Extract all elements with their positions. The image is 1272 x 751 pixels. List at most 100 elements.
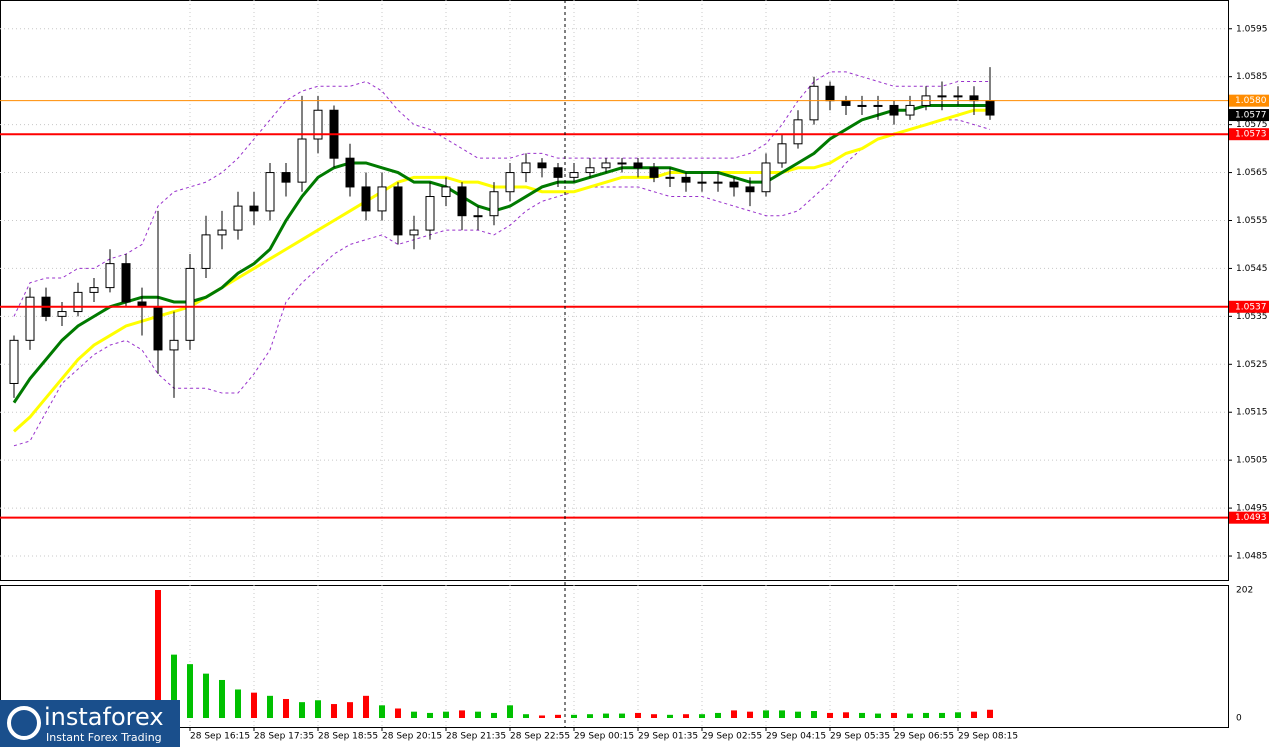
candle-body [265,172,275,212]
x-tick-label: 29 Sep 00:15 [574,732,634,742]
candle-body [377,186,387,212]
candle-body [441,186,451,198]
candle-body [313,109,323,140]
volume-bar [347,702,353,718]
volume-bar [555,714,561,718]
volume-bar [683,714,689,718]
candle-body [361,186,371,212]
y-tick-label: 1.0495 [1236,504,1268,514]
volume-bar [731,710,737,718]
candle-body [617,162,627,165]
indicator-line [13,119,991,447]
candle-body [841,100,851,106]
volume-bar [811,711,817,718]
candle-body [777,143,787,164]
candle-body [57,311,67,317]
x-tick-label: 29 Sep 05:35 [830,732,890,742]
volume-bar [187,664,193,718]
y-tick-label: 1.0505 [1236,456,1268,466]
volume-bar [379,705,385,718]
volume-bar [219,679,225,718]
candle-body [505,172,515,193]
level-tag [1229,511,1269,524]
volume-bar [603,713,609,718]
x-tick-label: 29 Sep 06:55 [894,732,954,742]
volume-bar [795,711,801,718]
candle-body [601,162,611,169]
volume-bar [363,695,369,718]
volume-plot [11,585,993,727]
y-tick-label: 1.0535 [1236,312,1268,322]
volume-bar [507,705,513,718]
y-tick-label: 1.0595 [1236,24,1268,34]
volume-bar [171,654,177,718]
volume-bar [955,712,961,718]
candle-body [857,104,867,107]
candle-body [25,296,35,341]
volume-bar [427,712,433,718]
level-tag [1229,128,1269,141]
candle-body [713,181,723,184]
level-tag [1229,300,1269,313]
level-label: 1.0580 [1235,96,1267,106]
level-label: 1.0573 [1235,130,1267,140]
volume-panel [0,585,1229,728]
volume-bar [475,711,481,718]
candle-body [681,176,691,183]
candle-body [233,205,243,231]
volume-bar [155,590,161,718]
candle-body [729,181,739,188]
volume-bar [571,714,577,718]
volume-bar [891,712,897,718]
candle-body [425,196,435,231]
volume-bar [907,713,913,718]
candle-body [537,162,547,169]
volume-bar [523,714,529,718]
candle-body [937,95,947,98]
last-price-tag [1229,109,1269,122]
volume-bar [395,708,401,718]
candle-body [761,162,771,193]
x-tick-label: 28 Sep 20:15 [382,732,442,742]
candle-body [249,205,259,212]
volume-bar [251,692,257,718]
x-tick-label: 28 Sep 21:35 [446,732,506,742]
candle-body [153,306,163,351]
volume-bar [491,712,497,718]
candle-body [649,167,659,178]
volume-bar [859,712,865,718]
candle-body [553,167,563,178]
x-tick-label: 28 Sep 16:15 [190,732,250,742]
logo-icon [7,706,41,740]
candle-body [281,172,291,183]
logo-tagline: Instant Forex Trading [46,731,162,744]
volume-bar [315,700,321,718]
volume-bar [459,710,465,718]
volume-bar [299,702,305,718]
volume-bar [331,704,337,718]
volume-bar [667,714,673,718]
candle-body [73,291,83,313]
candle-body [745,186,755,193]
candle-body [489,191,499,217]
y-tick-label: 1.0585 [1236,72,1268,82]
candle-body [585,167,595,174]
volume-bar [779,710,785,718]
candle-body [793,119,803,145]
volume-bar [843,712,849,718]
candle-body [665,176,675,179]
volume-bar [587,714,593,718]
logo: instaforex Instant Forex Trading [0,700,180,747]
volume-bar [651,714,657,718]
y-tick-label: 1.0575 [1236,120,1268,130]
candle-body [201,234,211,269]
volume-bar [443,711,449,718]
volume-bar [635,712,641,718]
axes: 1.0595 1.0585 1.0575 1.0565 1.0555 1.0545 1.05… [0,24,1269,742]
y-tick-label: 1.0485 [1236,552,1268,562]
candle-body [569,172,579,178]
volume-bar [715,712,721,718]
candle-body [825,85,835,102]
volume-bar [923,712,929,718]
